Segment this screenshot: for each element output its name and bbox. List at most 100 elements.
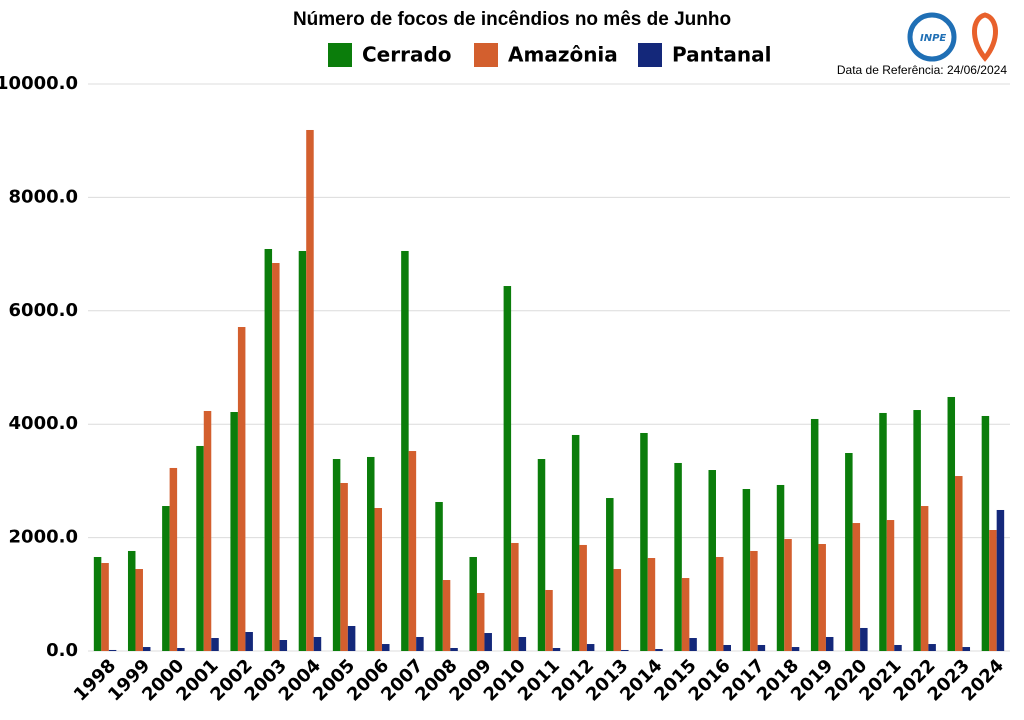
bar xyxy=(894,644,902,651)
bar xyxy=(367,456,375,651)
bar xyxy=(298,250,307,651)
bar xyxy=(962,647,971,651)
bar xyxy=(196,445,204,651)
bar xyxy=(920,506,929,651)
logo-pin xyxy=(972,12,998,62)
bar xyxy=(757,644,766,651)
bar xyxy=(245,632,253,651)
bar xyxy=(852,523,861,651)
y-tick-label: 2000.0 xyxy=(9,527,78,548)
bar xyxy=(313,636,322,651)
bar xyxy=(571,434,580,651)
bar xyxy=(879,412,887,651)
logo: INPE xyxy=(907,12,998,62)
bar xyxy=(101,563,109,651)
y-tick-label: 4000.0 xyxy=(9,413,78,434)
bar xyxy=(450,647,458,651)
bar xyxy=(674,462,682,651)
bar xyxy=(401,250,409,651)
bar xyxy=(442,580,451,651)
bar xyxy=(332,459,341,651)
bar xyxy=(264,248,273,651)
logo-ring xyxy=(907,12,957,62)
bar xyxy=(613,569,622,651)
bar xyxy=(503,286,512,651)
bar xyxy=(825,636,834,651)
bar xyxy=(435,501,443,651)
bar xyxy=(142,647,151,651)
legend-label: Amazônia xyxy=(508,43,618,67)
legend-swatch xyxy=(328,43,352,67)
bar xyxy=(818,544,826,651)
bar xyxy=(177,647,185,651)
bar xyxy=(621,649,629,651)
bar xyxy=(272,263,280,651)
bar xyxy=(860,627,868,651)
bar xyxy=(476,592,485,651)
bar xyxy=(791,647,800,651)
bar xyxy=(162,506,170,651)
bar xyxy=(416,636,424,651)
legend-swatch xyxy=(474,43,498,67)
bar xyxy=(606,498,614,651)
bar xyxy=(408,451,417,651)
bar xyxy=(708,470,716,651)
y-tick-label: 8000.0 xyxy=(9,186,78,207)
bar xyxy=(750,550,758,651)
bar xyxy=(996,509,1005,651)
bar xyxy=(374,508,383,651)
bar xyxy=(776,484,785,651)
bar xyxy=(203,410,212,651)
bar xyxy=(511,542,519,651)
bar xyxy=(545,589,553,651)
bar xyxy=(469,556,477,651)
bar xyxy=(810,418,819,651)
bar xyxy=(955,476,963,651)
y-tick-label: 10000.0 xyxy=(0,73,78,94)
bar xyxy=(579,544,587,651)
bar xyxy=(306,129,314,651)
bar xyxy=(127,550,136,651)
bar xyxy=(347,625,356,651)
y-tick-label: 6000.0 xyxy=(9,300,78,321)
bar xyxy=(655,649,663,651)
bar xyxy=(237,327,246,651)
legend-swatch xyxy=(638,43,662,67)
bar xyxy=(340,482,348,651)
logo-text: INPE xyxy=(920,33,946,44)
legend-label: Pantanal xyxy=(672,43,772,67)
bar xyxy=(715,556,724,651)
reference-date: Data de Referência: 24/06/2024 xyxy=(837,63,1007,77)
bar xyxy=(586,644,595,651)
bar xyxy=(211,638,219,651)
bar xyxy=(845,453,853,651)
bar xyxy=(484,633,492,651)
bar xyxy=(681,578,690,651)
bar xyxy=(981,415,990,651)
bar xyxy=(886,520,895,651)
bar xyxy=(947,396,956,651)
bar xyxy=(108,649,117,651)
bar xyxy=(647,558,656,651)
bar xyxy=(928,644,936,651)
bar xyxy=(689,638,697,651)
bar xyxy=(640,432,648,651)
bar xyxy=(723,644,731,651)
bar xyxy=(93,556,102,651)
y-tick-label: 0.0 xyxy=(46,640,78,661)
bar xyxy=(382,644,390,651)
bar xyxy=(784,539,792,651)
chart-title: Número de focos de incêndios no mês de J… xyxy=(293,9,731,30)
bar xyxy=(989,530,997,651)
bar xyxy=(537,459,546,651)
bar xyxy=(169,467,178,651)
bar xyxy=(518,636,527,651)
bar xyxy=(230,412,238,651)
bar xyxy=(913,410,921,651)
bar xyxy=(135,569,143,651)
bar xyxy=(279,640,288,651)
bar xyxy=(552,647,561,651)
bar xyxy=(742,489,751,651)
legend-label: Cerrado xyxy=(362,43,452,67)
